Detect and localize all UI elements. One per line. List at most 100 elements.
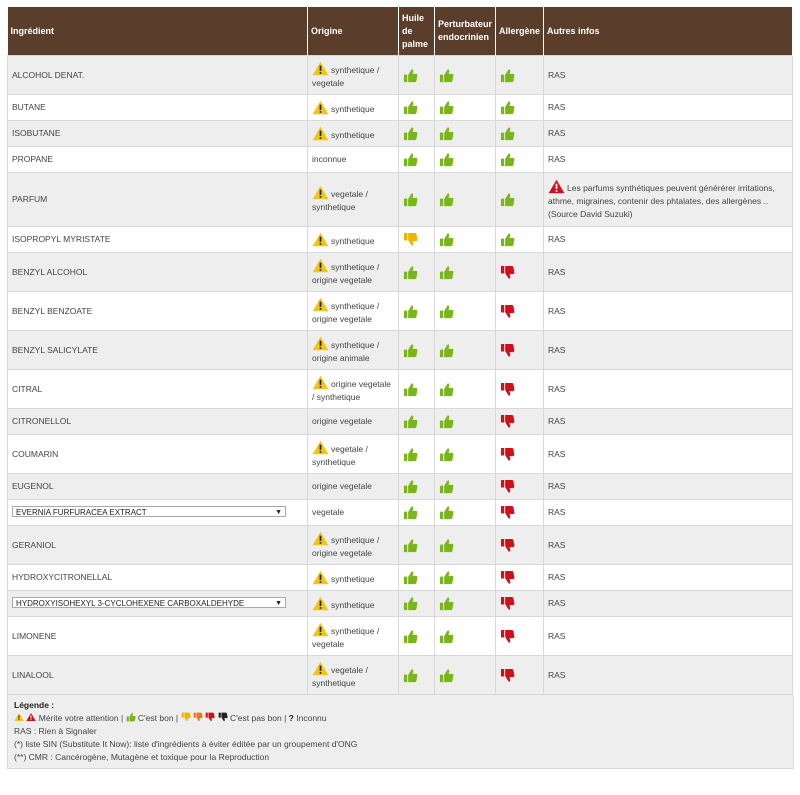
thumb-up-icon (500, 232, 515, 247)
thumb-up-icon (439, 596, 454, 611)
warning-icon (312, 232, 329, 247)
origin-cell: origine vegetale / synthetique (307, 369, 399, 409)
ingredient-select[interactable]: EVERNIA FURFURACEA EXTRACT ▼ (12, 506, 286, 517)
thumb-up-icon (439, 232, 454, 247)
thumb-down-icon (500, 596, 515, 611)
warning-icon (312, 100, 329, 115)
question-icon: ? (288, 713, 294, 723)
warning-icon (312, 661, 329, 676)
thumb-down-red-icon (205, 712, 215, 722)
thumb-down-icon (500, 265, 515, 280)
thumb-down-icon (500, 505, 515, 520)
thumb-up-icon (403, 152, 418, 167)
other-info-cell: RAS (543, 408, 793, 435)
header-origin: Origine (307, 7, 399, 56)
warning-icon (312, 375, 329, 390)
other-info-cell: RAS (543, 590, 793, 617)
endocrine-cell (434, 252, 496, 292)
thumb-up-icon (439, 629, 454, 644)
allergen-cell (495, 120, 544, 147)
thumb-down-icon (500, 668, 515, 683)
header-ingredient: Ingrédient (7, 7, 308, 56)
other-info-cell: RAS (543, 499, 793, 526)
ingredient-cell: COUMARIN (7, 434, 308, 474)
table-row: ISOPROPYL MYRISTATE synthetique RAS (7, 226, 793, 253)
thumb-down-icon (403, 232, 418, 247)
endocrine-cell (434, 94, 496, 121)
palm-oil-cell (398, 655, 435, 695)
warning-icon (312, 531, 329, 546)
ingredient-cell: LINALOOL (7, 655, 308, 695)
legend: Légende : Mérite votre attention | C'est… (7, 695, 794, 769)
endocrine-cell (434, 473, 496, 500)
palm-oil-cell (398, 330, 435, 370)
origin-cell: synthetique (307, 120, 399, 147)
other-info-cell: RAS (543, 655, 793, 695)
table-row: CITRONELLOL origine vegetale RAS (7, 408, 793, 435)
endocrine-cell (434, 525, 496, 565)
ingredient-cell: CITRAL (7, 369, 308, 409)
origin-cell: origine vegetale (307, 408, 399, 435)
warning-icon (312, 297, 329, 312)
other-info-cell: RAS (543, 146, 793, 173)
thumb-up-icon (439, 304, 454, 319)
legend-line-3: (*) liste SIN (Substitute It Now): liste… (14, 739, 358, 749)
endocrine-cell (434, 499, 496, 526)
thumb-up-icon (403, 447, 418, 462)
endocrine-cell (434, 172, 496, 227)
origin-cell: synthetique / origine vegetale (307, 252, 399, 292)
ingredient-cell: CITRONELLOL (7, 408, 308, 435)
table-row: ISOBUTANE synthetique RAS (7, 120, 793, 147)
ingredient-cell: LIMONENE (7, 616, 308, 656)
thumb-up-icon (403, 629, 418, 644)
endocrine-cell (434, 120, 496, 147)
palm-oil-cell (398, 525, 435, 565)
ingredient-cell: HYDROXYCITRONELLAL (7, 564, 308, 591)
table-row: EVERNIA FURFURACEA EXTRACT ▼ vegetale RAS (7, 499, 793, 526)
origin-cell: synthetique / origine vegetale (307, 291, 399, 331)
table-row: BENZYL SALICYLATE synthetique / origine a… (7, 330, 793, 370)
ingredient-cell: EUGENOL (7, 473, 308, 500)
chevron-down-icon: ▼ (275, 600, 282, 607)
allergen-cell (495, 616, 544, 656)
thumb-down-black-icon (218, 712, 228, 722)
thumb-down-icon (500, 304, 515, 319)
palm-oil-cell (398, 473, 435, 500)
palm-oil-cell (398, 172, 435, 227)
thumb-up-icon (403, 505, 418, 520)
warning-icon (312, 622, 329, 637)
other-info-cell: RAS (543, 330, 793, 370)
ingredient-cell: BENZYL BENZOATE (7, 291, 308, 331)
origin-cell: vegetale / synthetique (307, 172, 399, 227)
allergen-cell (495, 434, 544, 474)
allergen-cell (495, 473, 544, 500)
allergen-cell (495, 94, 544, 121)
allergen-cell (495, 172, 544, 227)
warning-icon (312, 336, 329, 351)
thumb-down-icon (500, 447, 515, 462)
palm-oil-cell (398, 226, 435, 253)
endocrine-cell (434, 330, 496, 370)
endocrine-cell (434, 291, 496, 331)
header-allergen: Allergène (495, 7, 544, 56)
thumb-up-icon (439, 100, 454, 115)
warning-icon (14, 712, 24, 722)
thumb-up-icon (403, 265, 418, 280)
ingredient-cell: BENZYL SALICYLATE (7, 330, 308, 370)
origin-cell: vegetale / synthetique (307, 434, 399, 474)
table-row: CITRAL origine vegetale / synthetique RAS (7, 369, 793, 409)
table-row: BUTANE synthetique RAS (7, 94, 793, 121)
ingredient-select[interactable]: HYDROXYISOHEXYL 3-CYCLOHEXENE CARBOXALDE… (12, 597, 286, 608)
legend-title: Légende : (14, 700, 55, 710)
allergen-cell (495, 655, 544, 695)
thumb-up-icon (439, 192, 454, 207)
thumb-up-icon (500, 152, 515, 167)
thumb-up-icon (403, 382, 418, 397)
warning-icon (312, 440, 329, 455)
origin-cell: synthetique (307, 94, 399, 121)
chevron-down-icon: ▼ (275, 509, 282, 516)
thumb-up-icon (403, 68, 418, 83)
ingredient-cell: ALCOHOL DENAT. (7, 55, 308, 95)
ingredient-cell: PARFUM (7, 172, 308, 227)
endocrine-cell (434, 408, 496, 435)
